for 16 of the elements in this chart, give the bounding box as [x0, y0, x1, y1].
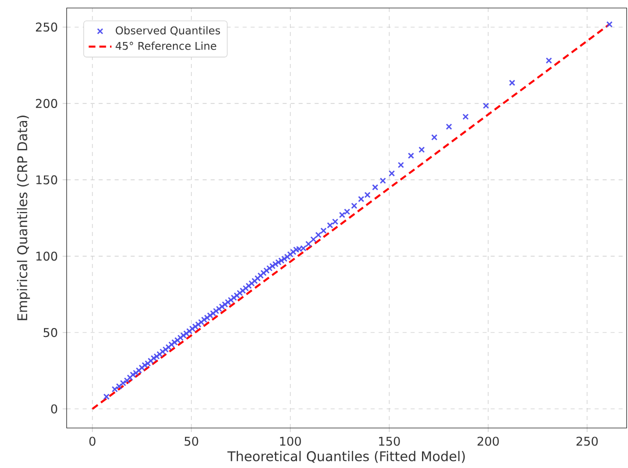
legend-label: 45° Reference Line — [116, 42, 216, 50]
x-tick-label: 250 — [576, 436, 598, 446]
y-tick-label: 50 — [44, 328, 58, 338]
y-tick-label: 100 — [36, 252, 58, 261]
x-axis-title: Theoretical Quantiles (Fitted Model) — [227, 450, 465, 463]
y-tick-label: 200 — [36, 98, 58, 108]
legend-label: Observed Quantiles — [116, 26, 220, 36]
y-tick-label: 150 — [36, 175, 58, 184]
x-tick-label: 0 — [89, 436, 96, 446]
y-tick-label: 0 — [51, 404, 58, 414]
x-tick-label: 150 — [379, 436, 400, 446]
x-tick-label: 200 — [478, 436, 499, 446]
x-tick-label: 50 — [184, 436, 198, 446]
y-axis-title: Empirical Quantiles (CRP Data) — [16, 116, 30, 320]
y-tick-label: 250 — [36, 22, 58, 32]
x-tick-label: 100 — [280, 436, 301, 446]
